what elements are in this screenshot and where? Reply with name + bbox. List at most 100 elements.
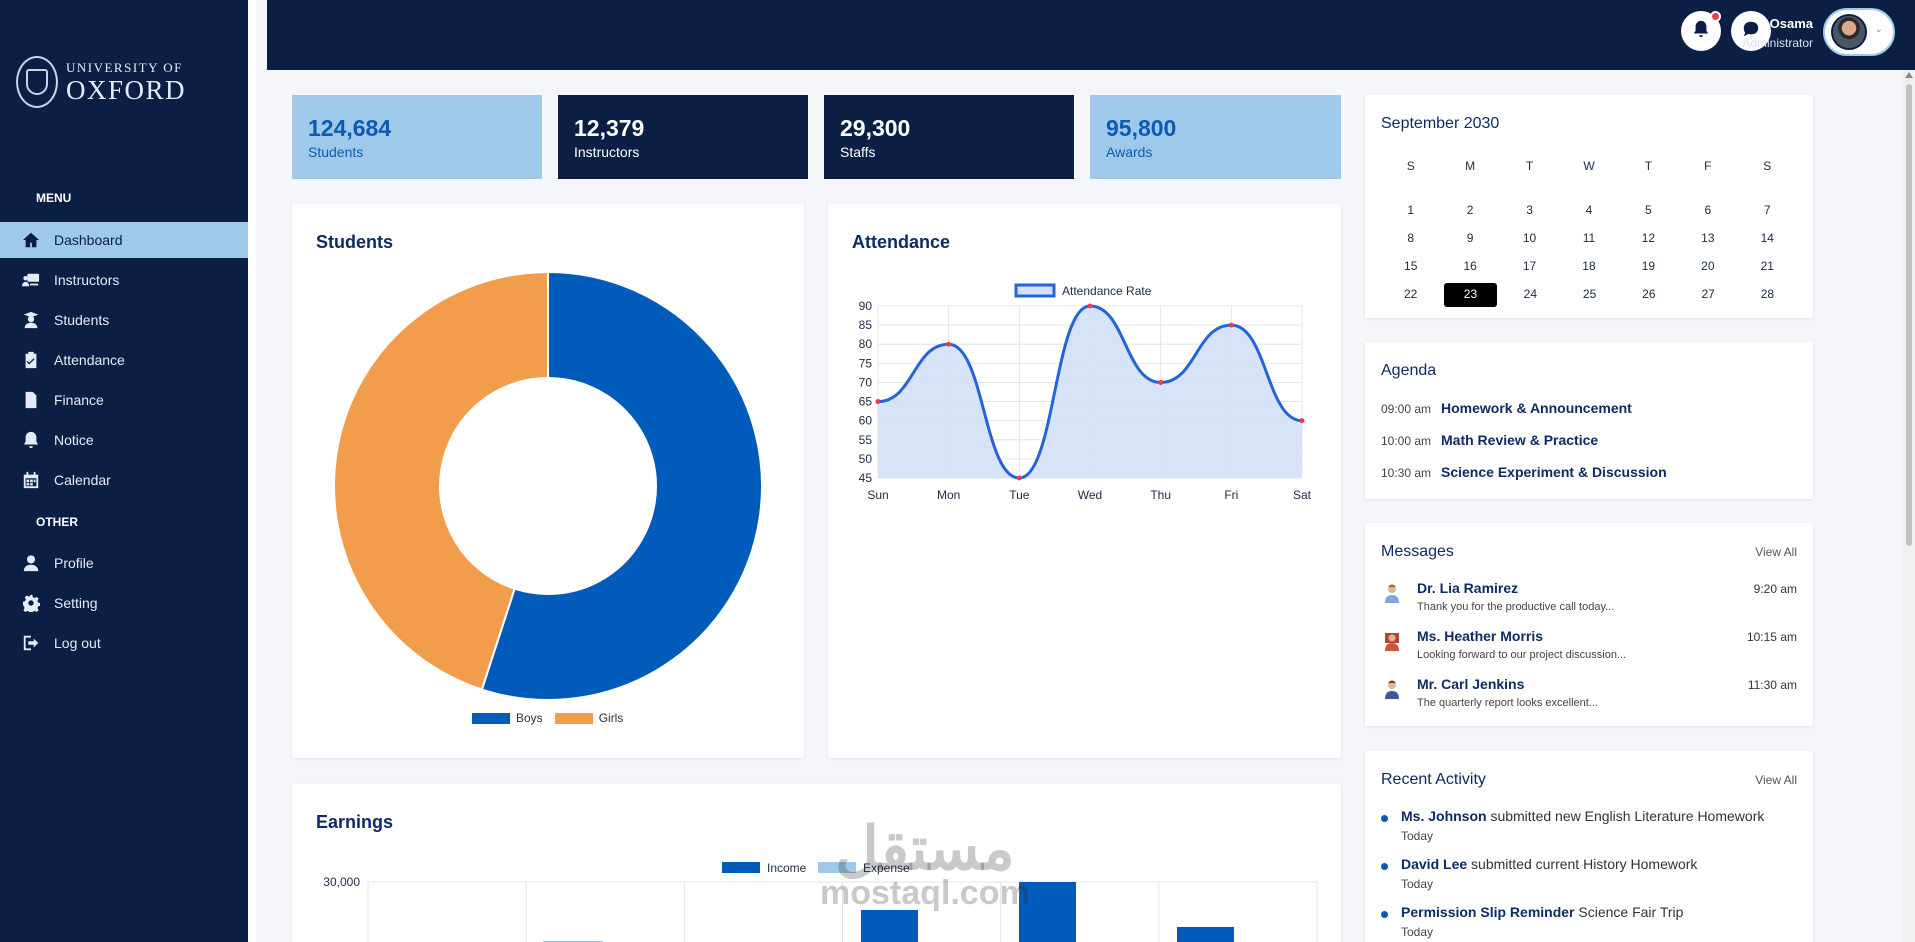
- top-bar: Osama Administrator ⌄: [267, 0, 1915, 70]
- sidebar-item-profile[interactable]: Profile: [0, 545, 248, 581]
- sidebar-item-students[interactable]: Students: [0, 302, 248, 338]
- brand-line2: OXFORD: [66, 75, 187, 105]
- calendar-day[interactable]: 5: [1645, 203, 1652, 217]
- chat-icon: [1742, 20, 1760, 43]
- stat-card-students[interactable]: 124,684 Students: [292, 95, 542, 179]
- stat-card-instructors[interactable]: 12,379 Instructors: [558, 95, 808, 179]
- activity-item[interactable]: Ms. Johnson submitted new English Litera…: [1401, 808, 1764, 824]
- data-point: [875, 399, 881, 405]
- stat-value: 29,300: [840, 115, 911, 141]
- message-time: 10:15 am: [1746, 630, 1797, 644]
- earnings-bar-chart: 30,000 Income Expense: [323, 861, 1318, 942]
- calendar-day[interactable]: 16: [1463, 259, 1477, 273]
- calendar-day[interactable]: 28: [1760, 287, 1775, 301]
- sidebar-item-label: Dashboard: [54, 232, 123, 248]
- calendar-day[interactable]: 22: [1403, 287, 1418, 301]
- attendance-line-chart: 45 50 55 60 65 70 75 80 85 90 Sun Mon Tue Wed Thu Fri Sa…: [859, 283, 1312, 502]
- calendar-day[interactable]: 27: [1701, 287, 1715, 301]
- agenda-item[interactable]: Math Review & Practice: [1441, 432, 1599, 448]
- y-tick-label: 85: [859, 318, 873, 332]
- sidebar-item-dashboard[interactable]: Dashboard: [0, 222, 248, 258]
- brand-line1: UNIVERSITY OF: [66, 60, 183, 75]
- calendar-day[interactable]: 19: [1641, 259, 1656, 273]
- calendar-day[interactable]: 7: [1763, 203, 1771, 217]
- calendar-day[interactable]: 24: [1523, 287, 1537, 301]
- menu-heading: MENU: [36, 191, 72, 205]
- calendar-day[interactable]: 17: [1522, 259, 1537, 273]
- calendar-day[interactable]: 10: [1522, 231, 1537, 245]
- agenda-item[interactable]: Homework & Announcement: [1441, 400, 1632, 416]
- messages-button[interactable]: [1731, 11, 1771, 51]
- legend-swatch-income: [722, 862, 760, 873]
- calendar-day[interactable]: 14: [1760, 231, 1774, 245]
- user-role: Administrator: [1742, 36, 1813, 50]
- calendar-day[interactable]: 3: [1526, 203, 1533, 217]
- earnings-chart-card: Earnings 30,000 Income Expense: [292, 784, 1341, 942]
- messages-view-all-link[interactable]: View All: [1755, 545, 1797, 559]
- activity-item[interactable]: Permission Slip Reminder Science Fair Tr…: [1401, 904, 1683, 920]
- calendar-day[interactable]: 12: [1641, 231, 1656, 245]
- scrollbar-thumb[interactable]: [1906, 84, 1912, 546]
- activity-description: submitted current History Homework: [1467, 856, 1698, 872]
- message-sender[interactable]: Ms. Heather Morris: [1417, 628, 1544, 644]
- legend-label-attendance-rate: Attendance Rate: [1062, 284, 1152, 298]
- calendar-day[interactable]: 13: [1701, 231, 1715, 245]
- calendar-day[interactable]: 20: [1701, 259, 1715, 273]
- activity-actor: Permission Slip Reminder: [1401, 904, 1575, 920]
- calendar-day[interactable]: 26: [1642, 287, 1656, 301]
- legend-label-income: Income: [767, 861, 807, 875]
- page-scrollbar[interactable]: [1903, 70, 1915, 942]
- calendar-day[interactable]: 2: [1466, 203, 1474, 217]
- calendar-weekday: M: [1465, 159, 1476, 173]
- calendar-icon: [20, 471, 42, 489]
- agenda-item[interactable]: Science Experiment & Discussion: [1441, 464, 1667, 480]
- calendar-weekday: S: [1763, 159, 1772, 173]
- y-tick-label: 50: [859, 452, 873, 466]
- stat-label: Instructors: [574, 144, 640, 160]
- calendar-weekday: W: [1583, 159, 1595, 173]
- sidebar-item-notice[interactable]: Notice: [0, 422, 248, 458]
- calendar-day[interactable]: 6: [1704, 203, 1712, 217]
- calendar-day[interactable]: 11: [1582, 231, 1596, 245]
- y-tick-label: 70: [859, 375, 873, 389]
- crest-icon: [16, 56, 58, 108]
- other-heading: OTHER: [36, 515, 78, 529]
- sidebar-item-logout[interactable]: Log out: [0, 625, 248, 661]
- calendar-weekday: S: [1406, 159, 1415, 173]
- message-sender[interactable]: Mr. Carl Jenkins: [1417, 676, 1525, 692]
- calendar-day[interactable]: 9: [1466, 231, 1474, 245]
- calendar-day[interactable]: 18: [1582, 259, 1596, 273]
- calendar-day-today[interactable]: 23: [1444, 283, 1497, 307]
- university-logo[interactable]: UNIVERSITY OF OXFORD: [16, 56, 186, 108]
- chevron-down-icon: ⌄: [1874, 24, 1883, 35]
- activity-view-all-link[interactable]: View All: [1755, 773, 1797, 787]
- scroll-up-arrow-icon[interactable]: [1905, 72, 1913, 78]
- calendar-day[interactable]: 25: [1582, 287, 1597, 301]
- calendar-day[interactable]: 8: [1407, 231, 1415, 245]
- notifications-button[interactable]: [1681, 11, 1721, 51]
- stat-card-awards[interactable]: 95,800 Awards: [1090, 95, 1341, 179]
- calendar-day[interactable]: 21: [1760, 259, 1774, 273]
- bell-icon: [20, 431, 42, 449]
- sidebar-item-attendance[interactable]: Attendance: [0, 342, 248, 378]
- calendar-day[interactable]: 1: [1407, 203, 1415, 217]
- sidebar-item-setting[interactable]: Setting: [0, 585, 248, 621]
- sidebar-item-finance[interactable]: Finance: [0, 382, 248, 418]
- stat-card-staffs[interactable]: 29,300 Staffs: [824, 95, 1074, 179]
- activity-item[interactable]: David Lee submitted current History Home…: [1401, 856, 1697, 872]
- messages-card: Messages View All Dr. Lia Ramirez Thank …: [1365, 523, 1813, 726]
- chart-legend: Boys Girls: [472, 711, 623, 725]
- messages-title: Messages: [1381, 543, 1454, 560]
- card-title: Attendance: [852, 232, 951, 252]
- user-name: Osama: [1769, 16, 1813, 31]
- data-point: [1087, 303, 1093, 309]
- y-tick-label: 55: [859, 433, 873, 447]
- calendar-day[interactable]: 4: [1585, 203, 1593, 217]
- message-sender[interactable]: Dr. Lia Ramirez: [1417, 580, 1519, 596]
- sidebar-item-instructors[interactable]: Instructors: [0, 262, 248, 298]
- document-icon: [20, 391, 42, 409]
- stat-label: Awards: [1106, 144, 1153, 160]
- sidebar-item-calendar[interactable]: Calendar: [0, 462, 248, 498]
- user-menu[interactable]: ⌄: [1823, 8, 1895, 56]
- calendar-day[interactable]: 15: [1404, 259, 1418, 273]
